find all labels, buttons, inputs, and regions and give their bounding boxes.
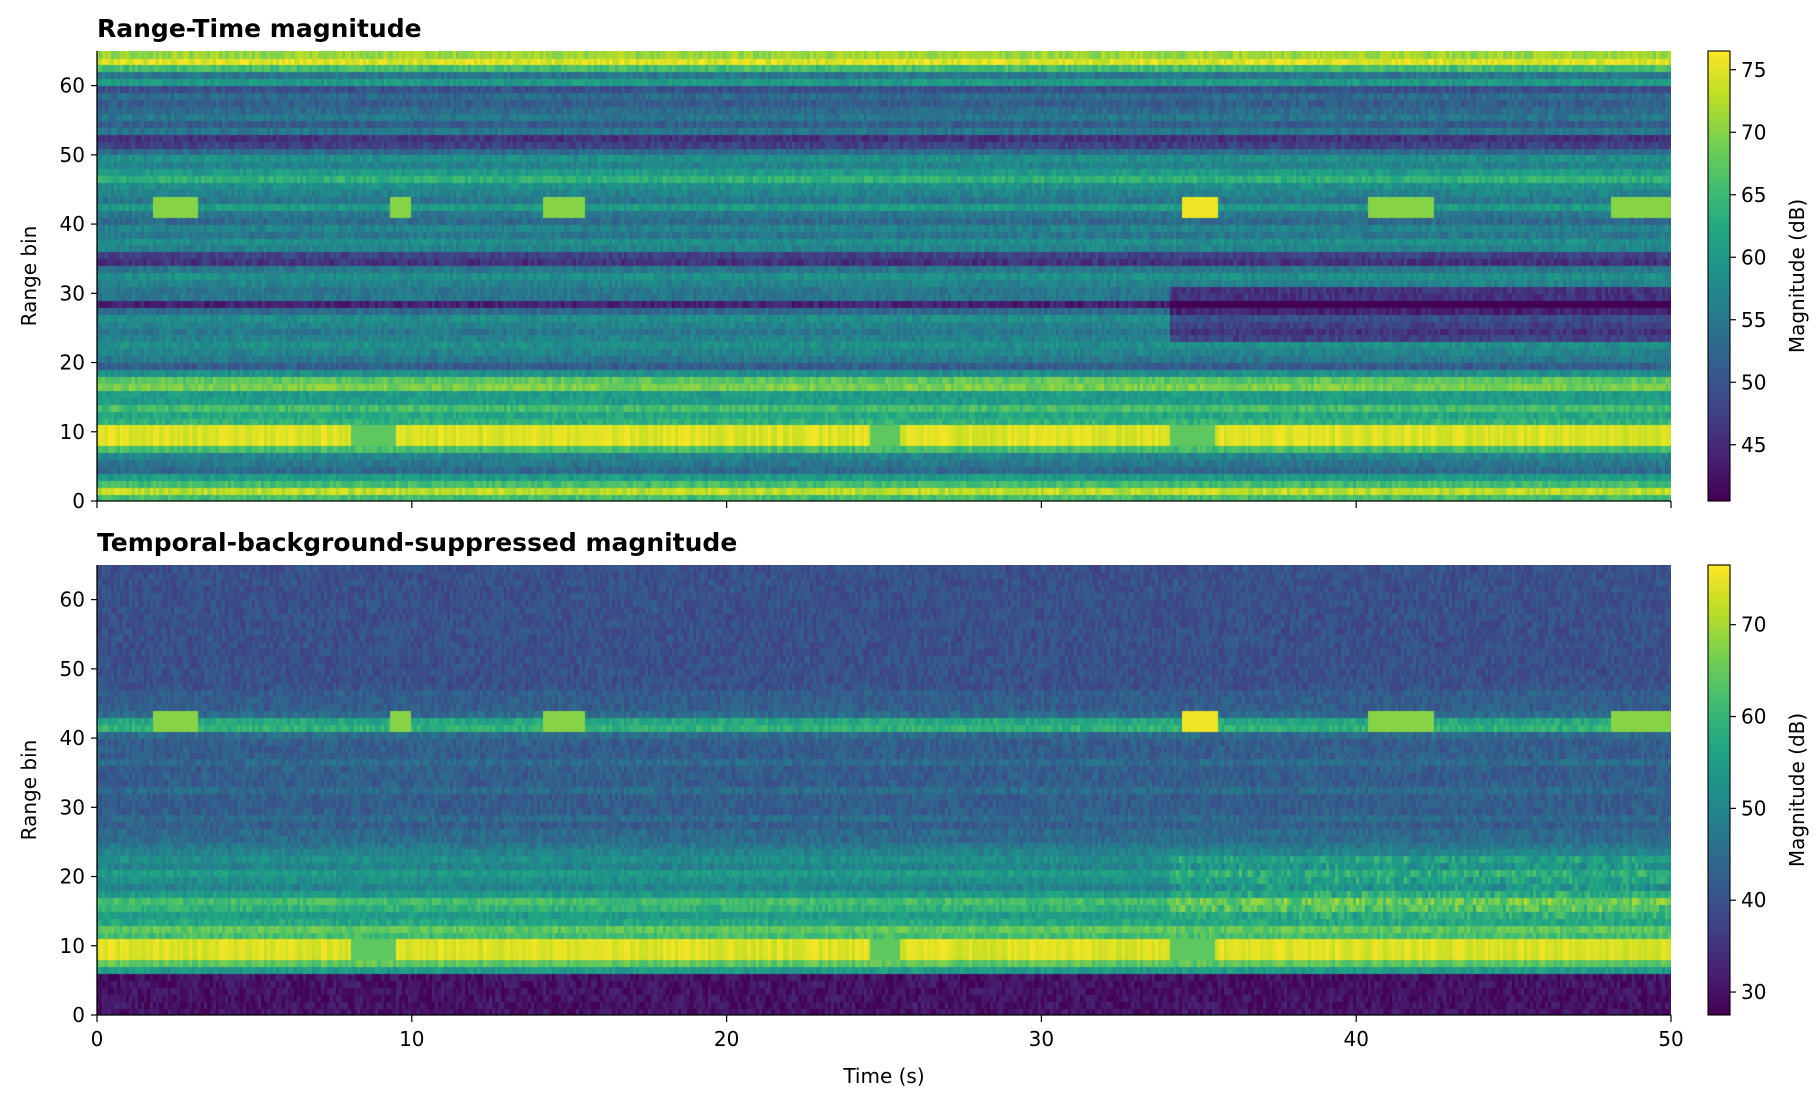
heatmap-top bbox=[97, 51, 1671, 501]
y-tick-label: 10 bbox=[60, 934, 85, 958]
heatmap-bottom bbox=[97, 565, 1671, 1015]
x-tick-label: 10 bbox=[399, 1027, 424, 1051]
x-tick-label: 50 bbox=[1658, 1027, 1683, 1051]
colorbar-tick-label: 70 bbox=[1741, 613, 1766, 637]
y-tick-label: 50 bbox=[60, 143, 85, 167]
colorbar-label-top: Magnitude (dB) bbox=[1785, 199, 1809, 353]
y-tick-label: 30 bbox=[60, 281, 85, 305]
colorbar-label-bottom: Magnitude (dB) bbox=[1785, 713, 1809, 867]
colorbar-tick-label: 45 bbox=[1741, 433, 1766, 457]
colorbar-tick-label: 30 bbox=[1741, 980, 1766, 1004]
colorbar-tick-label: 70 bbox=[1741, 120, 1766, 144]
colorbar-bottom bbox=[1708, 565, 1730, 1015]
y-tick-label: 20 bbox=[60, 865, 85, 889]
y-tick-label: 60 bbox=[60, 74, 85, 98]
chart-title-top: Range-Time magnitude bbox=[97, 14, 422, 43]
axes-top: Range bin Magnitude (dB) 0 10 20 30 40 50 60 45… bbox=[17, 50, 1809, 513]
y-tick-label: 30 bbox=[60, 795, 85, 819]
x-tick-label: 20 bbox=[714, 1027, 739, 1051]
ylabel-bottom: Range bin bbox=[17, 740, 41, 841]
y-tick-label: 40 bbox=[60, 212, 85, 236]
colorbar-tick-label: 50 bbox=[1741, 370, 1766, 394]
colorbar-tick-label: 75 bbox=[1741, 58, 1766, 82]
x-tick-label: 40 bbox=[1343, 1027, 1368, 1051]
colorbar-frame bbox=[1707, 564, 1731, 1016]
y-tick-label: 0 bbox=[72, 489, 85, 513]
colorbar-tick-label: 60 bbox=[1741, 705, 1766, 729]
colorbar-tick-label: 65 bbox=[1741, 183, 1766, 207]
y-tick-label: 40 bbox=[60, 726, 85, 750]
y-tick-label: 0 bbox=[72, 1003, 85, 1027]
x-tick-label: 0 bbox=[91, 1027, 104, 1051]
y-tick-label: 60 bbox=[60, 588, 85, 612]
colorbar-top bbox=[1708, 51, 1730, 501]
ylabel-top: Range bin bbox=[17, 226, 41, 327]
colorbar-tick-label: 40 bbox=[1741, 888, 1766, 912]
colorbar-tick-label: 50 bbox=[1741, 796, 1766, 820]
colorbar-frame bbox=[1707, 50, 1731, 502]
panel-top: Range-Time magnitude Range bin Magnitude… bbox=[0, 0, 1820, 520]
y-tick-label: 50 bbox=[60, 657, 85, 681]
colorbar-tick-label: 55 bbox=[1741, 308, 1766, 332]
y-tick-label: 20 bbox=[60, 351, 85, 375]
x-tick-label: 30 bbox=[1029, 1027, 1054, 1051]
colorbar-tick-label: 60 bbox=[1741, 245, 1766, 269]
y-tick-label: 10 bbox=[60, 420, 85, 444]
chart-title-bottom: Temporal-background-suppressed magnitude bbox=[97, 528, 738, 557]
xlabel-bottom: Time (s) bbox=[842, 1064, 924, 1088]
